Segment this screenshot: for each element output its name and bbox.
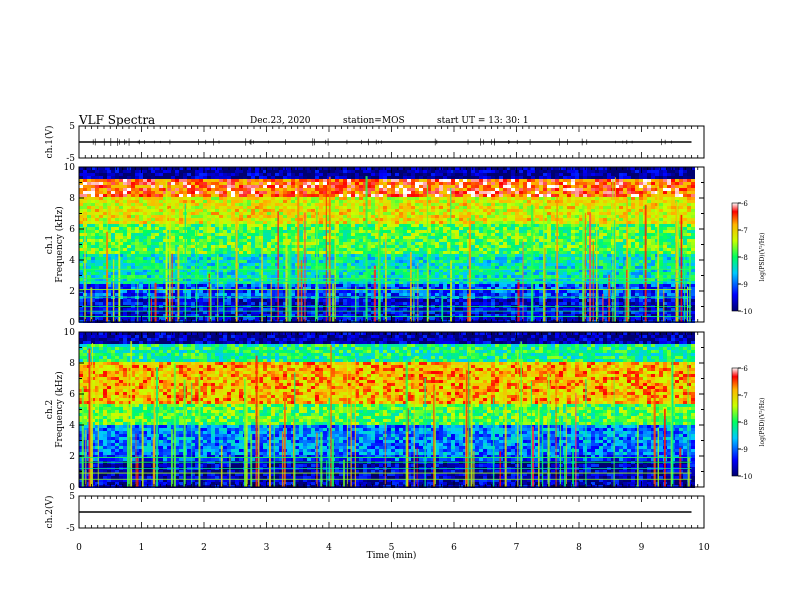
start-time-label: start UT = 13: 30: 1 — [437, 116, 529, 126]
colorbar-tick-label: -10 — [741, 308, 752, 316]
y-tick-label: 10 — [64, 163, 76, 173]
spectrogram-ch2: 0 2 4 6 8 10 ch.2 Frequency (kHz) -6 -7 -8 -9 -10 log… — [45, 328, 766, 493]
y-tick-label: 8 — [69, 359, 75, 369]
colorbar-tick-label: -6 — [741, 365, 748, 373]
y-axis-label: ch.2(V) — [44, 496, 55, 529]
x-tick-label: 3 — [264, 543, 270, 553]
x-tick-label: 8 — [576, 543, 582, 553]
y-tick-label: 2 — [69, 452, 75, 462]
y-tick-label: -5 — [66, 154, 75, 164]
y-tick-label: 2 — [69, 287, 75, 297]
y-axis-label: Frequency (kHz) — [54, 206, 65, 283]
y-tick-label: 0 — [69, 318, 75, 328]
waveform-ch1: 5 -5 ch.1(V) — [44, 122, 705, 164]
colorbar — [731, 367, 739, 477]
y-tick-label: 4 — [69, 421, 75, 431]
x-tick-label: 5 — [389, 543, 395, 553]
y-tick-label: -5 — [66, 524, 75, 534]
x-tick-label: 1 — [139, 543, 145, 553]
colorbar-tick-label: -9 — [741, 281, 748, 289]
y-axis-label: ch.1 — [45, 235, 55, 254]
x-tick-label: 9 — [639, 543, 645, 553]
station-label: station=MOS — [343, 116, 405, 126]
colorbar-tick-label: -10 — [741, 473, 752, 481]
y-axis-label: Frequency (kHz) — [54, 371, 65, 448]
y-axis-label: ch.1(V) — [44, 126, 55, 159]
colorbar-tick-label: -7 — [741, 392, 748, 400]
colorbar-tick-label: -9 — [741, 446, 748, 454]
x-ticks-panel-3 — [78, 496, 705, 528]
y-tick-label: 6 — [69, 390, 75, 400]
y-tick-label: 6 — [69, 225, 75, 235]
colorbar-label: log(PSD)(V²/Hz) — [759, 233, 766, 282]
colorbar-label: log(PSD)(V²/Hz) — [759, 398, 766, 447]
date-label: Dec.23, 2020 — [250, 116, 311, 126]
x-tick-label: 0 — [76, 543, 82, 553]
x-axis-label: Time (min) — [367, 550, 417, 561]
x-tick-label: 10 — [698, 543, 710, 553]
x-ticks-panel-0 — [78, 126, 705, 158]
figure-title: VLF Spectra — [79, 113, 156, 127]
y-axis-label: ch.2 — [45, 400, 55, 419]
x-ticks-panel-1 — [78, 167, 705, 322]
y-tick-label: 0 — [69, 483, 75, 493]
waveform-ch2: 5 -5 ch.2(V) — [44, 492, 705, 534]
y-tick-label: 8 — [69, 194, 75, 204]
x-ticks-panel-2 — [78, 332, 705, 487]
x-tick-label: 6 — [451, 543, 457, 553]
y-tick-label: 5 — [69, 492, 75, 502]
colorbar-tick-label: -6 — [741, 200, 748, 208]
colorbar-tick-label: -8 — [741, 419, 748, 427]
spectrogram-ch1: 0 2 4 6 8 10 ch.1 Frequency (kHz) -6 -7 -8 -9 -10 log… — [45, 163, 766, 328]
colorbar-tick-label: -8 — [741, 254, 748, 262]
x-tick-label: 4 — [326, 543, 332, 553]
x-tick-label: 7 — [514, 543, 520, 553]
colorbar — [731, 202, 739, 312]
y-tick-label: 10 — [64, 328, 76, 338]
y-tick-label: 4 — [69, 256, 75, 266]
x-axis: 0 1 2 3 4 5 6 7 8 9 10 Time (min) — [76, 543, 710, 561]
colorbar-tick-label: -7 — [741, 227, 748, 235]
y-tick-label: 5 — [69, 122, 75, 132]
x-tick-label: 2 — [201, 543, 207, 553]
